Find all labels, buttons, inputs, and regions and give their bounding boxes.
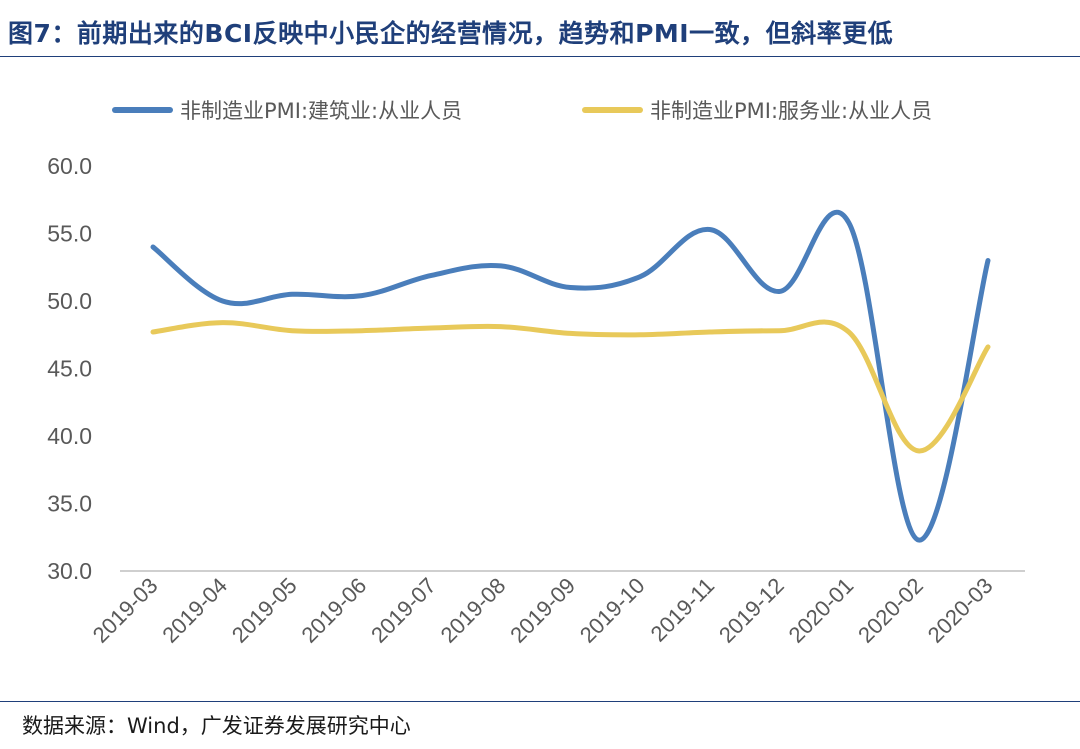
x-tick-label: 2019-07 (366, 573, 441, 648)
x-tick-label: 2020-01 (784, 573, 859, 648)
series-line-1 (150, 209, 991, 543)
x-tick-label: 2019-08 (436, 573, 511, 648)
legend-label: 非制造业PMI:服务业:从业人员 (650, 99, 932, 123)
x-tick-label: 2019-05 (227, 573, 302, 648)
y-tick-label: 55.0 (47, 221, 92, 247)
x-tick-label: 2019-10 (575, 573, 650, 648)
chart-legend: 非制造业PMI:建筑业:从业人员 非制造业PMI:服务业:从业人员 (112, 99, 932, 123)
y-tick-label: 35.0 (47, 491, 92, 517)
y-axis-ticks: 60.0 55.0 50.0 45.0 40.0 35.0 30.0 (47, 153, 92, 584)
x-tick-label: 2019-09 (505, 573, 580, 648)
x-tick-label: 2020-03 (923, 573, 998, 648)
x-tick-label: 2020-02 (853, 573, 928, 648)
footer-divider (0, 701, 1080, 702)
y-tick-label: 40.0 (47, 423, 92, 449)
series-lines (150, 209, 991, 543)
y-tick-label: 30.0 (47, 558, 92, 584)
x-axis-ticks: 2019-032019-042019-052019-062019-072019-… (88, 573, 998, 648)
x-tick-label: 2019-03 (88, 573, 163, 648)
y-tick-label: 45.0 (47, 356, 92, 382)
x-tick-label: 2019-11 (646, 573, 720, 647)
series-line-2 (150, 319, 991, 454)
figure-title: 图7：前期出来的BCI反映中小民企的经营情况，趋势和PMI一致，但斜率更低 (8, 19, 894, 48)
x-tick-label: 2019-06 (297, 573, 372, 648)
y-tick-label: 50.0 (47, 288, 92, 314)
x-tick-label: 2019-04 (157, 573, 232, 648)
line-chart: 非制造业PMI:建筑业:从业人员 非制造业PMI:服务业:从业人员 60.0 55.… (47, 99, 1025, 648)
y-tick-label: 60.0 (47, 153, 92, 179)
title-divider (0, 56, 1080, 57)
x-tick-label: 2019-12 (714, 573, 789, 648)
data-source: 数据来源：Wind，广发证券发展研究中心 (22, 714, 411, 738)
legend-label: 非制造业PMI:建筑业:从业人员 (180, 99, 462, 123)
